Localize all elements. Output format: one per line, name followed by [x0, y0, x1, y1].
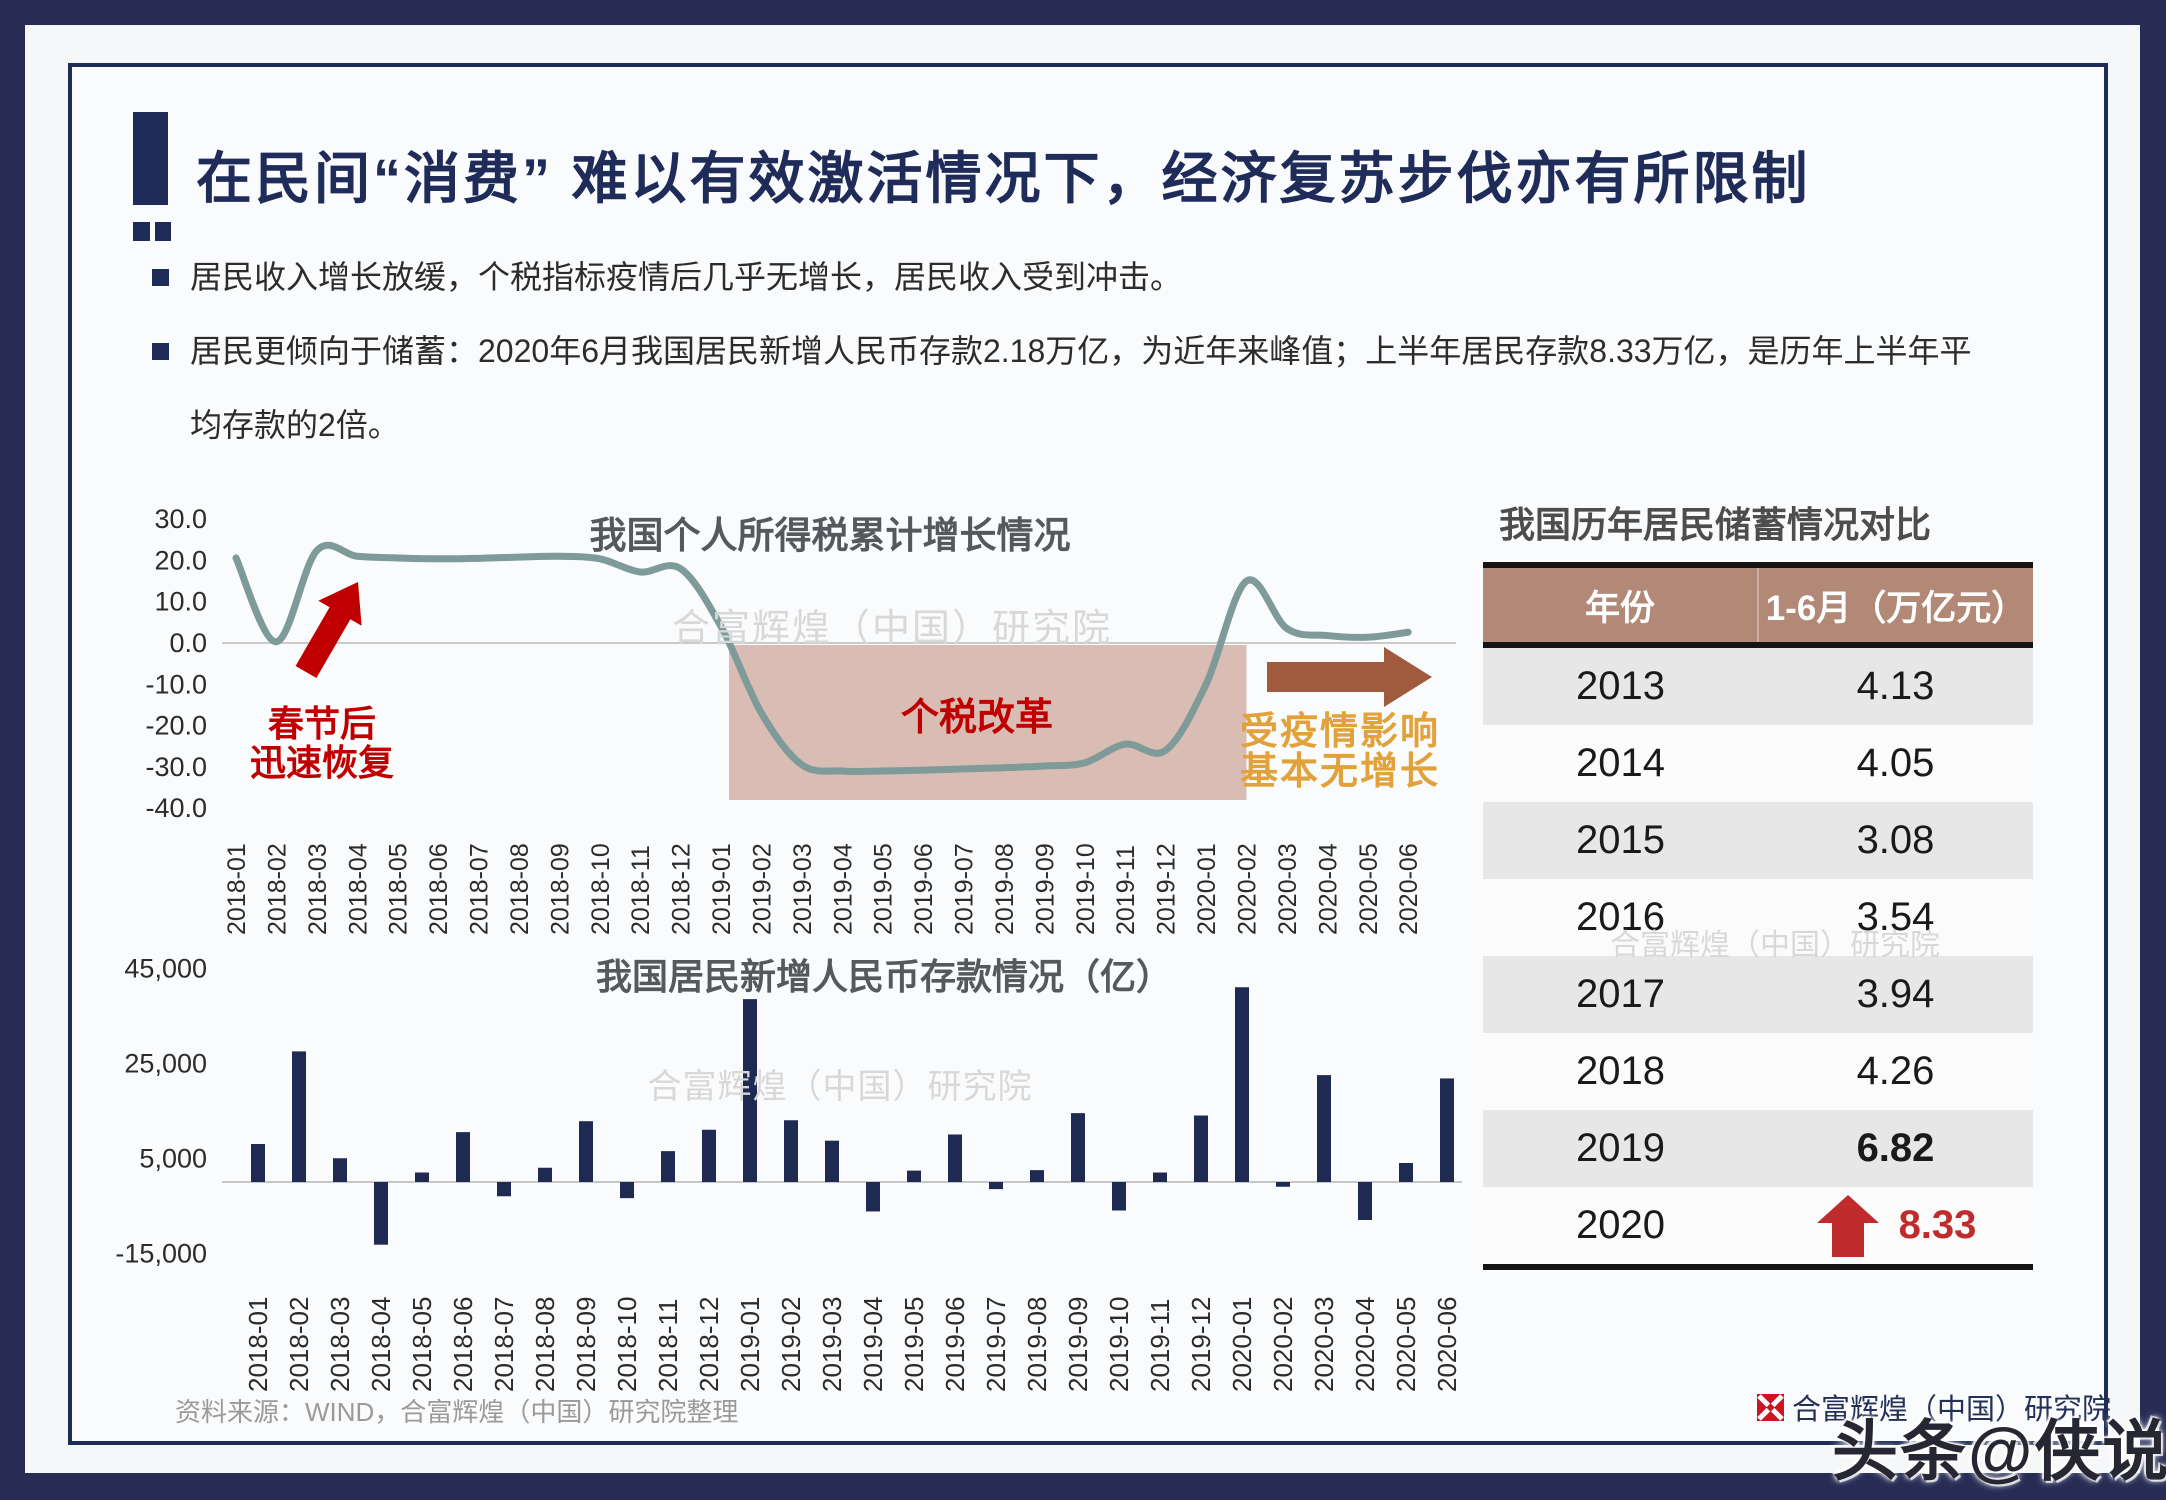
table-header-year: 年份: [1584, 588, 1655, 628]
annotation-line: 基本无增长: [1239, 751, 1441, 793]
annotation-line: 迅速恢复: [249, 742, 395, 783]
table-cell-year: 2018: [1576, 1049, 1665, 1093]
exclamation-dot-icon: [133, 222, 150, 241]
table-value-text: 3.08: [1856, 818, 1935, 862]
table-body: 2013 4.13 2014 4.05 2015 3.08 2016 3.54 2017 3.94…: [1483, 648, 2033, 1264]
logo-text: 合富辉煌（中国）研究院: [1792, 1394, 2112, 1426]
table-row: 2013 4.13: [1483, 648, 2033, 725]
bullet-item: 居民更倾向于储蓄：2020年6月我国居民新增人民币存款2.18万亿，为近年来峰值…: [152, 314, 1980, 462]
bullet-square-icon: [152, 343, 169, 360]
exclamation-dot-icon: [155, 222, 171, 241]
bullet-text: 居民收入增长放缓，个税指标疫情后几乎无增长，居民收入受到冲击。: [190, 259, 1183, 295]
table-row: 2018 4.26: [1483, 1033, 2033, 1110]
logo-icon: [1757, 1393, 1784, 1421]
table-cell-year: 2019: [1576, 1126, 1665, 1170]
table-cell-value: 4.13: [1758, 648, 2033, 725]
table-title: 我国历年居民储蓄情况对比: [1498, 504, 1932, 545]
table-cell-year: 2013: [1576, 664, 1665, 708]
table-row: 2014 4.05: [1483, 725, 2033, 802]
table-cell-value: 3.94: [1758, 956, 2033, 1033]
bar-chart-title: 我国居民新增人民币存款情况（亿）: [595, 956, 1173, 997]
watermark-text: 合富辉煌（中国）研究院: [671, 608, 1113, 650]
table-cell-value: 6.82: [1758, 1110, 2033, 1187]
bullet-item: 居民收入增长放缓，个税指标疫情后几乎无增长，居民收入受到冲击。: [152, 240, 1182, 314]
table-value-text: 6.82: [1856, 1126, 1935, 1170]
footer-logo: 合富辉煌（中国）研究院: [1757, 1386, 2111, 1428]
table-cell-year: 2017: [1576, 972, 1665, 1016]
table-row: 2019 6.82: [1483, 1110, 2033, 1187]
table-value-text: 3.54: [1856, 895, 1935, 939]
table-row: 2020 8.33: [1483, 1187, 2033, 1264]
table-value-text: 8.33: [1898, 1203, 1977, 1247]
table-row: 2016 3.54: [1483, 879, 2033, 956]
watermark-text: 合富辉煌（中国）研究院: [1610, 929, 1940, 962]
table-cell-year: 2014: [1576, 741, 1665, 785]
table-cell-year: 2020: [1576, 1203, 1665, 1247]
table-value-text: 4.05: [1856, 741, 1935, 785]
bullet-text: 居民更倾向于储蓄：2020年6月我国居民新增人民币存款2.18万亿，为近年来峰值…: [190, 333, 1972, 443]
frame-border-left: [0, 0, 25, 1500]
table-header-value: 1-6月（万亿元）: [1757, 568, 2033, 642]
annotation-tax-reform: 个税改革: [900, 697, 1054, 739]
table-value-text: 4.26: [1856, 1049, 1935, 1093]
toutiao-watermark: 头条@侠说: [1832, 1414, 2166, 1488]
table-cell-value: 3.54: [1758, 879, 2033, 956]
savings-table: 年份 1-6月（万亿元） 2013 4.13 2014 4.05 2015 3.08 201…: [1483, 562, 2033, 1270]
table-header-row: 年份 1-6月（万亿元）: [1483, 568, 2033, 648]
annotation-spring-recovery: 春节后 迅速恢复: [250, 704, 394, 782]
table-value-text: 4.13: [1856, 664, 1935, 708]
table-cell-value: 8.33: [1758, 1187, 2033, 1264]
line-chart-title: 我国个人所得税累计增长情况: [589, 515, 1071, 556]
table-row: 2017 3.94: [1483, 956, 2033, 1033]
table-cell-value: 4.26: [1758, 1033, 2033, 1110]
table-cell-value: 3.08: [1758, 802, 2033, 879]
annotation-line: 春节后: [267, 703, 377, 744]
annotation-line: 受疫情影响: [1239, 711, 1441, 753]
annotation-covid-no-growth: 受疫情影响 基本无增长: [1240, 712, 1440, 792]
bullet-square-icon: [152, 269, 169, 286]
table-cell-value: 4.05: [1758, 725, 2033, 802]
frame-border-bottom: [0, 1473, 2166, 1500]
watermark-text: 合富辉煌（中国）研究院: [647, 1068, 1033, 1106]
table-cell-year: 2016: [1576, 895, 1665, 939]
frame-border-right: [2140, 0, 2166, 1500]
exclamation-icon: [133, 112, 168, 205]
red-up-arrow-icon: [1816, 1194, 1879, 1257]
table-row: 2015 3.08: [1483, 802, 2033, 879]
source-note: 资料来源：WIND，合富辉煌（中国）研究院整理: [175, 1397, 739, 1427]
frame-border-top: [0, 0, 2166, 25]
page-title: 在民间“消费” 难以有效激活情况下，经济复苏步伐亦有所限制: [196, 147, 1811, 210]
table-cell-year: 2015: [1576, 818, 1665, 862]
table-value-text: 3.94: [1856, 972, 1935, 1016]
